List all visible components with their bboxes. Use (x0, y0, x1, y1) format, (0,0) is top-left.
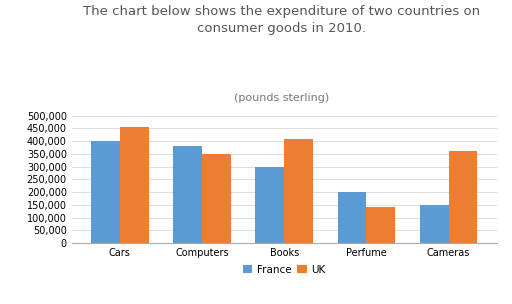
Bar (173, 146, 202, 243)
Bar (255, 167, 284, 243)
Title: The chart below shows the expenditure of two countries on
consumer goods in 2010: The chart below shows the expenditure of… (0, 303, 1, 304)
Text: The chart below shows the expenditure of two countries on
consumer goods in 2010: The chart below shows the expenditure of… (83, 5, 480, 35)
Bar (202, 154, 231, 243)
Bar (337, 192, 367, 243)
Bar (284, 139, 313, 243)
Bar (449, 151, 477, 243)
Bar (367, 207, 395, 243)
Text: (pounds sterling): (pounds sterling) (234, 93, 329, 103)
Bar (120, 127, 148, 243)
Bar (420, 205, 449, 243)
Legend: France, UK: France, UK (239, 261, 329, 279)
Bar (91, 141, 120, 243)
